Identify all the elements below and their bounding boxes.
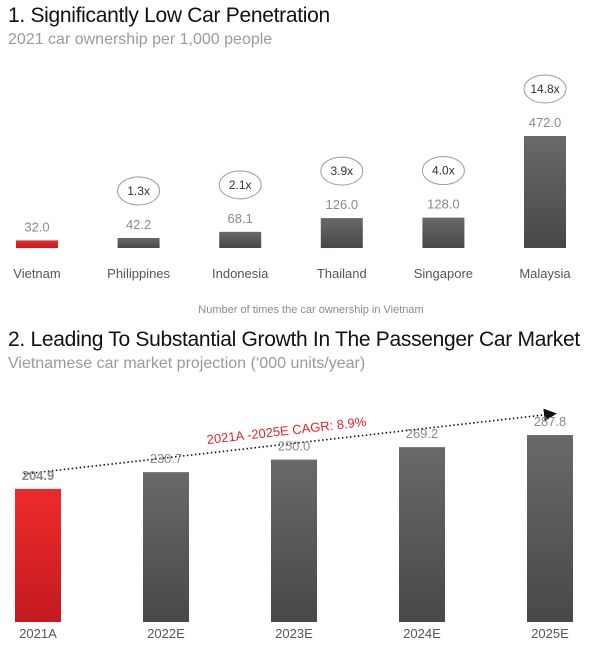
chart1-value-label-3: 126.0 bbox=[326, 197, 359, 212]
chart2-subtitle: Vietnamese car market projection (‘000 u… bbox=[8, 355, 366, 372]
chart2-value-label-2: 250.0 bbox=[278, 439, 311, 454]
chart2-value-label-1: 230.7 bbox=[150, 451, 183, 466]
chart1-category-label-1: Philippines bbox=[107, 266, 170, 281]
chart1-multiplier-label-5: 14.8x bbox=[530, 82, 559, 96]
chart1-category-label-5: Malaysia bbox=[519, 266, 571, 281]
chart2-category-label-3: 2024E bbox=[403, 626, 441, 641]
chart1-multiplier-label-2: 2.1x bbox=[229, 178, 252, 192]
chart1-multiplier-bubble-2 bbox=[218, 170, 262, 200]
chart1-value-label-1: 42.2 bbox=[126, 217, 151, 232]
chart1-category-label-0: Vietnam bbox=[13, 266, 60, 281]
chart2-value-label-4: 287.8 bbox=[534, 414, 567, 429]
chart2-category-label-1: 2022E bbox=[147, 626, 185, 641]
chart2-bar-3 bbox=[399, 447, 445, 622]
chart2-title: 2. Leading To Substantial Growth In The … bbox=[8, 328, 580, 351]
chart1-subtitle: 2021 car ownership per 1,000 people bbox=[8, 31, 273, 48]
chart1-multiplier-label-4: 4.0x bbox=[432, 164, 455, 178]
chart2-bar-4 bbox=[527, 435, 573, 622]
chart1-bar-2 bbox=[219, 231, 262, 248]
chart2-value-label-0: 204.9 bbox=[22, 468, 55, 483]
chart1-plot: Number of times the car ownership in Vie… bbox=[13, 74, 571, 316]
chart2-value-label-3: 269.2 bbox=[406, 426, 439, 441]
chart2-plot: 2021A -2025E CAGR: 8.9% 204.92021A230.72… bbox=[15, 408, 573, 641]
chart2-bar-2 bbox=[271, 459, 317, 622]
cagr-arrow bbox=[23, 408, 557, 475]
chart1-multiplier-bubble-1 bbox=[117, 176, 161, 206]
chart1-multiplier-label-3: 3.9x bbox=[330, 164, 353, 178]
chart1-title: 1. Significantly Low Car Penetration bbox=[8, 4, 330, 27]
chart2-category-label-4: 2025E bbox=[531, 626, 569, 641]
chart1-bar-3 bbox=[320, 218, 363, 248]
chart2-category-label-2: 2023E bbox=[275, 626, 313, 641]
chart2-bar-1 bbox=[143, 472, 189, 622]
chart1-bar-1 bbox=[117, 237, 160, 248]
chart1-value-label-0: 32.0 bbox=[24, 219, 49, 234]
chart2-bar-0 bbox=[15, 488, 61, 622]
chart1-multiplier-bubble-3 bbox=[320, 156, 364, 186]
chart1-bar-5 bbox=[524, 135, 566, 248]
chart1-category-label-3: Thailand bbox=[317, 266, 367, 281]
chart1-multiplier-label-1: 1.3x bbox=[127, 184, 150, 198]
chart1-bar-4 bbox=[422, 217, 465, 248]
chart1-footnote: Number of times the car ownership in Vie… bbox=[198, 304, 423, 316]
chart1-category-label-4: Singapore bbox=[414, 266, 473, 281]
chart1-category-label-2: Indonesia bbox=[212, 266, 269, 281]
chart1-multiplier-bubble-4 bbox=[421, 156, 465, 186]
chart1-value-label-2: 68.1 bbox=[228, 211, 253, 226]
chart2-category-label-0: 2021A bbox=[19, 626, 57, 641]
chart1-multiplier-bubble-5 bbox=[523, 74, 567, 104]
chart1-bar-0 bbox=[16, 240, 58, 248]
chart1-value-label-5: 472.0 bbox=[529, 115, 562, 130]
chart1-value-label-4: 128.0 bbox=[427, 197, 460, 212]
